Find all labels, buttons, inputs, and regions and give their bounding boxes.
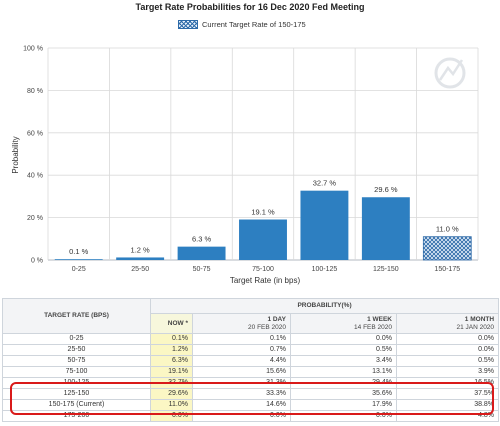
probability-cell-day: 0.1% — [192, 333, 291, 345]
table-row: 0-25 0.1% 0.1% 0.0% 0.0% — [2, 333, 500, 345]
x-tick-label: 100-125 — [312, 266, 338, 273]
chart-title: Target Rate Probabilities for 16 Dec 202… — [135, 2, 365, 12]
bar-value-label: 11.0 % — [436, 225, 459, 234]
probability-table-container: TARGET RATE (BPS) PROBABILITY(%) NOW * 1… — [0, 298, 500, 426]
probability-cell-now: 19.1% — [150, 366, 193, 378]
probability-cell-now: 32.7% — [150, 377, 193, 389]
table-row: 75-100 19.1% 15.6% 13.1% 3.9% — [2, 366, 500, 378]
probability-cell-month: 0.0% — [395, 344, 500, 356]
y-tick-label: 20 % — [27, 215, 43, 222]
chart-legend: Current Target Rate of 150-175 — [178, 20, 306, 29]
probability-cell-month: 16.5% — [395, 377, 500, 389]
probability-cell-week: 0.5% — [290, 344, 397, 356]
probability-cell-day: 0.0% — [192, 410, 291, 422]
probability-cell-month: 4.8% — [395, 410, 500, 422]
probability-cell-day: 31.3% — [192, 377, 291, 389]
x-tick-label: 25-50 — [131, 266, 149, 273]
bar-25-50[interactable] — [116, 257, 165, 260]
target-rate-cell: 100-125 — [2, 377, 151, 389]
bar-100-125[interactable] — [300, 190, 349, 260]
probability-cell-week: 3.4% — [290, 355, 397, 367]
probability-cell-month: 3.9% — [395, 366, 500, 378]
watermark-logo — [434, 57, 466, 89]
bar-125-150[interactable] — [361, 197, 410, 260]
legend-label: Current Target Rate of 150-175 — [202, 20, 306, 29]
bar-value-label: 6.3 % — [192, 235, 212, 244]
probability-cell-day: 15.6% — [192, 366, 291, 378]
table-row: 50-75 6.3% 4.4% 3.4% 0.5% — [2, 355, 500, 367]
probability-chart: Target Rate Probabilities for 16 Dec 202… — [11, 2, 479, 285]
col-header-now: NOW * — [150, 313, 193, 334]
probability-cell-now: 1.2% — [150, 344, 193, 356]
target-rate-cell: 75-100 — [2, 366, 151, 378]
x-tick-label: 50-75 — [193, 266, 211, 273]
y-tick-label: 60 % — [27, 130, 43, 137]
y-tick-label: 80 % — [27, 88, 43, 95]
bar-value-label: 32.7 % — [313, 179, 337, 188]
col-header-1-day: 1 DAY 20 FEB 2020 — [192, 313, 291, 334]
probability-cell-month: 38.8% — [395, 399, 500, 411]
probability-cell-month: 0.5% — [395, 355, 500, 367]
y-axis-label: Probability — [11, 136, 20, 173]
x-tick-label: 0-25 — [72, 266, 86, 273]
header-target-rate: TARGET RATE (BPS) — [2, 298, 151, 334]
probability-cell-now: 6.3% — [150, 355, 193, 367]
bar-75-100[interactable] — [239, 219, 287, 260]
probability-cell-week: 29.4% — [290, 377, 397, 389]
table-row: 175-200 0.0% 0.0% 0.0% 4.8% — [2, 410, 500, 422]
probability-cell-week: 13.1% — [290, 366, 397, 378]
y-tick-label: 100 % — [23, 46, 43, 53]
bar-0-25[interactable] — [54, 259, 103, 260]
bar-value-label: 0.1 % — [69, 247, 89, 256]
target-rate-cell: 50-75 — [2, 355, 151, 367]
col-header-1-month: 1 MONTH 21 JAN 2020 — [395, 313, 500, 334]
target-rate-cell: 25-50 — [2, 344, 151, 356]
probability-cell-month: 0.0% — [395, 333, 500, 345]
col-header-1-week: 1 WEEK 14 FEB 2020 — [290, 313, 397, 334]
probability-cell-day: 0.7% — [192, 344, 291, 356]
bar-value-label: 1.2 % — [131, 245, 151, 254]
table-row: 150-175 (Current) 11.0% 14.6% 17.9% 38.8% — [2, 399, 500, 411]
x-axis-label: Target Rate (in bps) — [230, 276, 301, 285]
probability-cell-now: 0.1% — [150, 333, 193, 345]
probability-cell-month: 37.5% — [395, 388, 500, 400]
legend-hatch-swatch — [178, 20, 198, 29]
y-tick-label: 0 % — [31, 258, 43, 265]
bar-value-label: 29.6 % — [374, 185, 398, 194]
probability-cell-now: 29.6% — [150, 388, 193, 400]
probability-cell-day: 4.4% — [192, 355, 291, 367]
bar-150-175[interactable] — [422, 236, 472, 261]
x-tick-label: 150-175 — [434, 266, 460, 273]
table-row: 100-125 32.7% 31.3% 29.4% 16.5% — [2, 377, 500, 389]
y-tick-label: 40 % — [27, 173, 43, 180]
probability-cell-week: 0.0% — [290, 410, 397, 422]
header-probability: PROBABILITY(%) — [149, 298, 500, 315]
probability-cell-day: 14.6% — [192, 399, 291, 411]
probability-cell-now: 11.0% — [150, 399, 193, 411]
chart-plot: Probability Target Rate (in bps) 0 % 20 %… — [11, 46, 479, 285]
target-rate-cell: 0-25 — [2, 333, 151, 345]
probability-cell-week: 35.6% — [290, 388, 397, 400]
probability-cell-day: 33.3% — [192, 388, 291, 400]
probability-cell-week: 0.0% — [290, 333, 397, 345]
table-row: 25-50 1.2% 0.7% 0.5% 0.0% — [2, 344, 500, 356]
target-rate-cell: 150-175 (Current) — [2, 399, 151, 411]
probability-table: TARGET RATE (BPS) PROBABILITY(%) NOW * 1… — [2, 298, 500, 422]
x-tick-label: 125-150 — [373, 266, 399, 273]
target-rate-cell: 125-150 — [2, 388, 151, 400]
probability-cell-week: 17.9% — [290, 399, 397, 411]
x-tick-label: 75-100 — [252, 266, 274, 273]
bar-50-75[interactable] — [177, 246, 226, 260]
bar-value-label: 19.1 % — [251, 208, 275, 217]
probability-cell-now: 0.0% — [150, 410, 193, 422]
target-rate-cell: 175-200 — [2, 410, 151, 422]
table-row: 125-150 29.6% 33.3% 35.6% 37.5% — [2, 388, 500, 400]
